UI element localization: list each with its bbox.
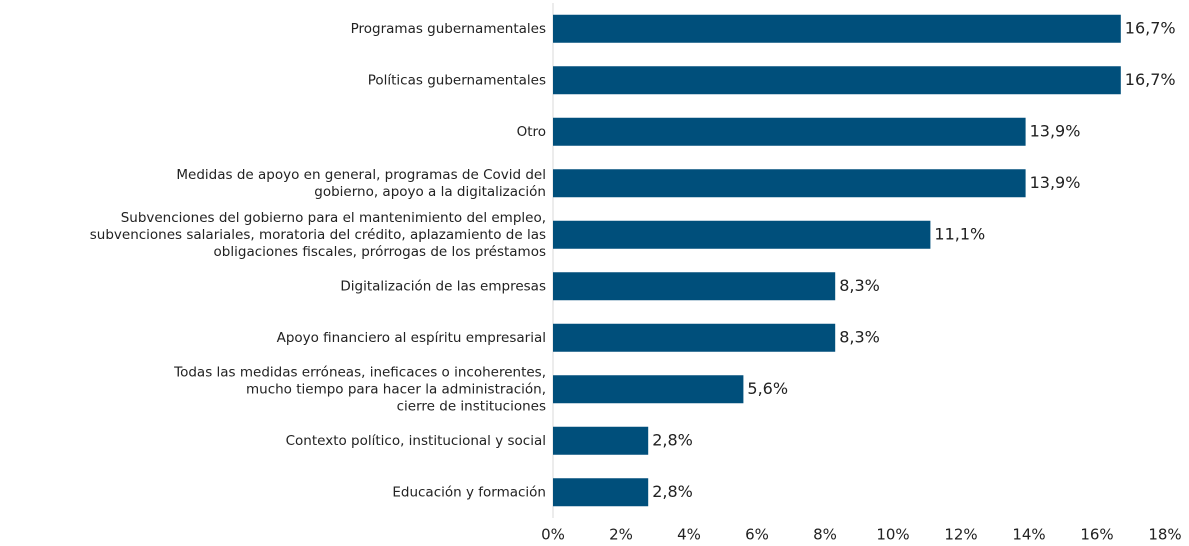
x-tick-label: 6% xyxy=(745,526,769,544)
bar xyxy=(553,14,1121,43)
bar xyxy=(553,66,1121,95)
category-label: Contexto político, institucional y socia… xyxy=(286,433,546,449)
category-label: Todas las medidas erróneas, ineficaces o… xyxy=(173,364,546,414)
category-label: Programas gubernamentales xyxy=(351,21,546,37)
x-tick-label: 2% xyxy=(609,526,633,544)
category-label: Digitalización de las empresas xyxy=(340,278,546,294)
category-label: Subvenciones del gobierno para el manten… xyxy=(90,210,546,260)
bar xyxy=(553,272,836,301)
value-label: 16,7% xyxy=(1125,70,1176,89)
x-tick-label: 8% xyxy=(813,526,837,544)
category-label: Apoyo financiero al espíritu empresarial xyxy=(277,330,546,346)
value-label: 11,1% xyxy=(934,224,985,243)
value-label: 16,7% xyxy=(1125,18,1176,37)
bar xyxy=(553,478,649,507)
x-tick-label: 0% xyxy=(541,526,565,544)
x-tick-label: 12% xyxy=(944,526,977,544)
category-label: Medidas de apoyo en general, programas d… xyxy=(176,167,546,200)
value-label: 13,9% xyxy=(1030,121,1081,140)
category-label: Educación y formación xyxy=(392,484,546,500)
x-tick-label: 4% xyxy=(677,526,701,544)
category-label: Otro xyxy=(517,124,546,140)
bar xyxy=(553,426,649,455)
bar xyxy=(553,169,1026,198)
bar xyxy=(553,117,1026,146)
x-tick-label: 16% xyxy=(1080,526,1113,544)
category-label: Políticas gubernamentales xyxy=(368,72,546,88)
bar xyxy=(553,220,931,249)
value-label: 2,8% xyxy=(652,430,693,449)
value-label: 5,6% xyxy=(747,379,788,398)
x-tick-label: 10% xyxy=(876,526,909,544)
bar xyxy=(553,323,836,352)
bar xyxy=(553,375,744,404)
value-label: 8,3% xyxy=(839,276,880,295)
value-label: 13,9% xyxy=(1030,173,1081,192)
x-tick-label: 14% xyxy=(1012,526,1045,544)
x-tick-label: 18% xyxy=(1148,526,1181,544)
value-label: 8,3% xyxy=(839,327,880,346)
value-label: 2,8% xyxy=(652,482,693,501)
